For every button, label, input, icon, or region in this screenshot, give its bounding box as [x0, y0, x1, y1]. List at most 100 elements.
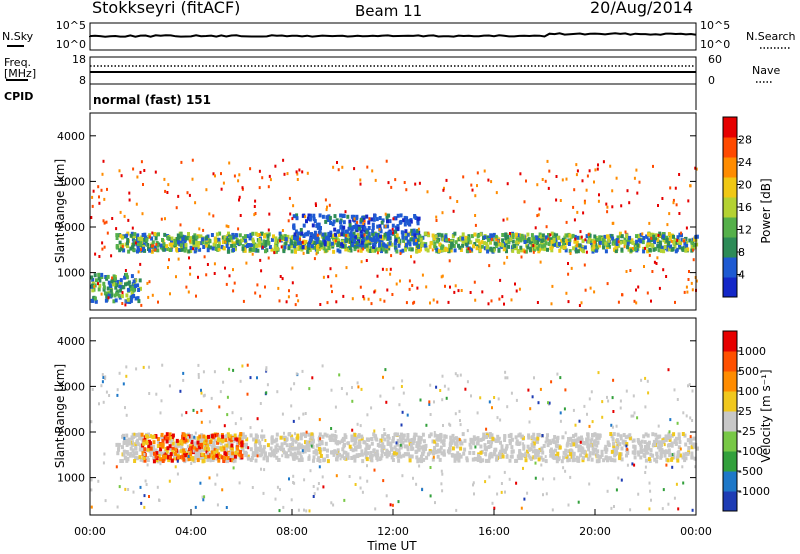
power-echo-cell [170, 241, 174, 246]
velocity-echo-cell [279, 435, 283, 440]
power-speckle-cell [296, 178, 299, 181]
power-echo-cell [574, 249, 578, 254]
power-echo-cell [348, 226, 352, 231]
power-echo-cell [132, 279, 136, 284]
power-echo-cell [671, 246, 675, 251]
velocity-echo-cell [275, 455, 279, 460]
power-echo-cell [292, 226, 296, 231]
velocity-speckle-cell [98, 402, 100, 406]
velocity-echo-cell [270, 440, 274, 445]
power-echo-cell [126, 238, 130, 242]
power-echo-cell [250, 243, 254, 248]
power-echo-cell [678, 243, 681, 248]
velocity-speckle-cell [667, 368, 670, 372]
velocity-echo-cell [640, 444, 644, 449]
velocity-echo-cell [188, 446, 192, 451]
power-echo-cell [536, 241, 540, 245]
power-speckle-cell [292, 204, 295, 208]
velocity-echo-cell [532, 441, 536, 446]
power-echo-cell [464, 235, 468, 240]
velocity-echo-cell [152, 456, 156, 461]
velocity-echo-cell [253, 453, 257, 458]
velocity-echo-cell [138, 443, 142, 448]
velocity-speckle-cell [588, 397, 591, 401]
power-echo-cell [365, 230, 369, 235]
velocity-echo-cell [122, 441, 126, 445]
velocity-speckle-cell [493, 396, 496, 399]
velocity-speckle-cell [303, 508, 305, 512]
velocity-echo-cell [141, 458, 145, 463]
velocity-echo-cell [385, 449, 389, 454]
power-speckle-cell [316, 233, 319, 237]
velocity-echo-cell [149, 453, 153, 457]
velocity-speckle-cell [265, 366, 268, 370]
velocity-speckle-cell [540, 463, 543, 467]
velocity-echo-cell [537, 432, 541, 437]
power-speckle-cell [127, 218, 130, 222]
power-speckle-cell [241, 186, 244, 190]
velocity-speckle-cell [125, 413, 128, 417]
power-echo-cell [324, 248, 328, 253]
velocity-speckle-cell [668, 430, 671, 434]
power-colorbar-segment [723, 117, 737, 138]
velocity-speckle-cell [433, 400, 435, 404]
power-speckle-cell [546, 159, 549, 163]
velocity-echo-cell [223, 456, 227, 460]
velocity-echo-cell [476, 458, 480, 462]
power-echo-cell [202, 245, 206, 249]
power-speckle-cell [683, 239, 685, 243]
power-echo-cell [208, 239, 212, 244]
power-echo-cell [266, 234, 270, 239]
velocity-speckle-cell [370, 406, 373, 410]
velocity-speckle-cell [319, 437, 322, 441]
power-echo-cell [284, 237, 288, 242]
velocity-speckle-cell [382, 479, 385, 483]
power-speckle-cell [443, 186, 445, 190]
power-speckle-cell [544, 179, 547, 183]
velocity-y-axis-label: Slant Range [km] [53, 364, 67, 468]
velocity-speckle-cell [436, 438, 439, 442]
velocity-echo-cell [131, 442, 135, 447]
power-echo-cell [100, 272, 104, 277]
velocity-echo-cell [336, 440, 339, 445]
power-speckle-cell [426, 190, 429, 194]
power-speckle-cell [373, 290, 376, 294]
power-echo-cell [461, 232, 465, 237]
velocity-echo-cell [132, 451, 136, 456]
power-echo-cell [130, 274, 134, 279]
power-speckle-cell [322, 275, 325, 279]
velocity-echo-cell [678, 453, 682, 458]
velocity-echo-cell [341, 454, 344, 459]
power-speckle-cell [621, 293, 624, 297]
velocity-speckle-cell [586, 412, 588, 416]
power-echo-cell [654, 246, 658, 251]
velocity-echo-cell [675, 436, 678, 441]
velocity-speckle-cell [116, 393, 119, 397]
power-echo-cell [128, 300, 132, 304]
velocity-speckle-cell [101, 373, 104, 377]
velocity-echo-cell [296, 450, 300, 455]
power-echo-cell [301, 245, 305, 249]
velocity-echo-cell [515, 458, 519, 463]
velocity-echo-cell [495, 457, 499, 462]
power-speckle-cell [97, 185, 100, 189]
velocity-echo-cell [612, 446, 616, 451]
power-echo-cell [396, 227, 400, 232]
velocity-speckle-cell [500, 490, 503, 494]
power-echo-cell [372, 235, 376, 240]
velocity-echo-cell [355, 453, 359, 458]
velocity-echo-cell [451, 433, 455, 438]
power-speckle-cell [139, 170, 142, 174]
power-echo-cell [604, 241, 608, 246]
power-echo-cell [174, 242, 177, 247]
power-speckle-cell [652, 164, 654, 168]
power-echo-cell [408, 247, 412, 252]
power-speckle-cell [440, 275, 443, 279]
power-speckle-cell [567, 300, 570, 304]
velocity-speckle-cell [574, 423, 577, 427]
power-echo-cell [549, 246, 553, 251]
power-speckle-cell [94, 252, 97, 256]
power-speckle-cell [495, 238, 498, 242]
power-echo-cell [553, 242, 557, 247]
power-echo-cell [645, 244, 649, 249]
